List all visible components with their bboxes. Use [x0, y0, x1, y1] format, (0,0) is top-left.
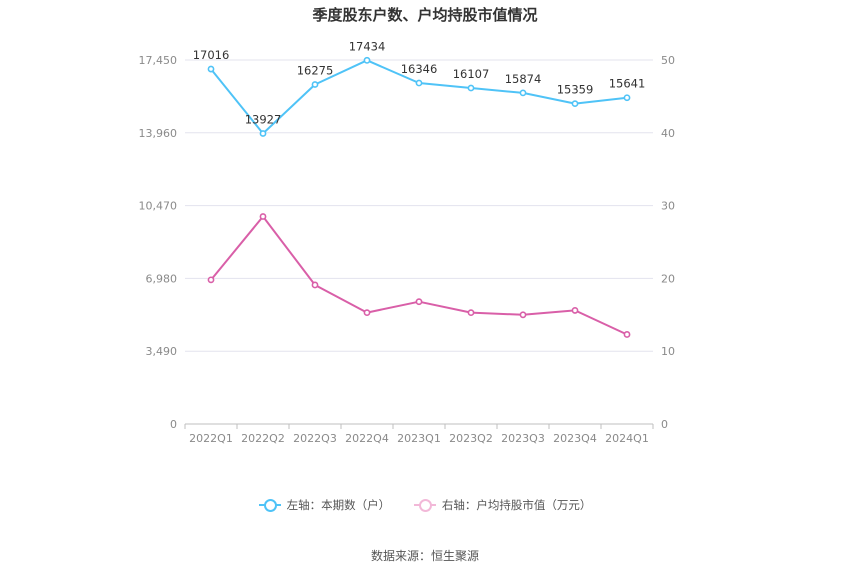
data-label: 16107 — [453, 67, 490, 81]
data-point-households — [363, 56, 371, 64]
y-right-tick-label: 40 — [661, 127, 675, 140]
y-left-tick-label: 13,960 — [139, 127, 178, 140]
y-right-tick-label: 10 — [661, 345, 675, 358]
legend-label-households: 左轴：本期数（户） — [286, 498, 391, 512]
y-right-tick-label: 50 — [661, 54, 675, 67]
data-label: 16275 — [297, 64, 334, 78]
series-line-avg-value — [210, 215, 628, 336]
data-point-households — [571, 100, 579, 108]
data-label: 15874 — [505, 72, 542, 86]
data-point-households — [415, 79, 423, 87]
data-point-avg-value — [311, 281, 319, 289]
legend-item-avg-value[interactable]: 右轴：户均持股市值（万元） — [413, 497, 592, 513]
data-point-avg-value — [259, 213, 267, 220]
data-source: 数据来源：恒生聚源 — [370, 549, 479, 563]
data-label: 16346 — [401, 62, 438, 76]
data-point-households — [467, 84, 475, 92]
legend-item-households[interactable]: 左轴：本期数（户） — [258, 497, 391, 513]
y-right-tick-label: 20 — [661, 272, 675, 285]
data-point-avg-value — [467, 309, 475, 317]
data-point-households — [311, 81, 319, 88]
data-point-avg-value — [207, 276, 215, 284]
legend-line-circle-icon — [258, 498, 281, 512]
data-point-households — [259, 130, 267, 137]
legend-label-avg-value: 右轴：户均持股市值（万元） — [441, 498, 592, 512]
legend-line-circle-icon — [413, 498, 436, 512]
y-left-tick-label: 17,450 — [139, 54, 178, 67]
x-tick-label: 2023Q3 — [501, 432, 545, 445]
data-point-avg-value — [363, 309, 371, 317]
y-left-tick-label: 0 — [170, 418, 177, 431]
data-label: 15641 — [609, 77, 646, 91]
data-point-avg-value — [415, 298, 423, 306]
data-label: 15359 — [557, 83, 594, 97]
x-tick-label: 2024Q1 — [605, 432, 649, 445]
x-tick-label: 2023Q2 — [449, 432, 493, 445]
y-left-tick-label: 10,470 — [139, 200, 178, 213]
data-label: 17434 — [349, 39, 386, 53]
y-left-tick-label: 6,980 — [146, 272, 178, 285]
data-point-households — [207, 65, 215, 73]
x-tick-label: 2023Q1 — [397, 432, 441, 445]
data-point-avg-value — [623, 331, 631, 338]
y-left-tick-label: 3,490 — [146, 345, 178, 358]
data-point-avg-value — [571, 307, 579, 314]
chart-title: 季度股东户数、户均持股市值情况 — [312, 6, 538, 24]
x-tick-label: 2022Q1 — [189, 432, 233, 445]
data-label: 13927 — [245, 112, 282, 126]
data-point-households — [519, 89, 527, 97]
x-tick-label: 2022Q2 — [241, 432, 285, 445]
data-point-avg-value — [519, 311, 527, 319]
data-point-households — [623, 94, 631, 102]
x-tick-label: 2022Q4 — [345, 432, 389, 445]
data-label: 17016 — [193, 48, 230, 62]
y-right-tick-label: 0 — [661, 418, 668, 431]
x-tick-label: 2023Q4 — [553, 432, 597, 445]
x-tick-label: 2022Q3 — [293, 432, 337, 445]
legend: 左轴：本期数（户） 右轴：户均持股市值（万元） — [0, 497, 850, 515]
y-right-tick-label: 30 — [661, 200, 675, 213]
